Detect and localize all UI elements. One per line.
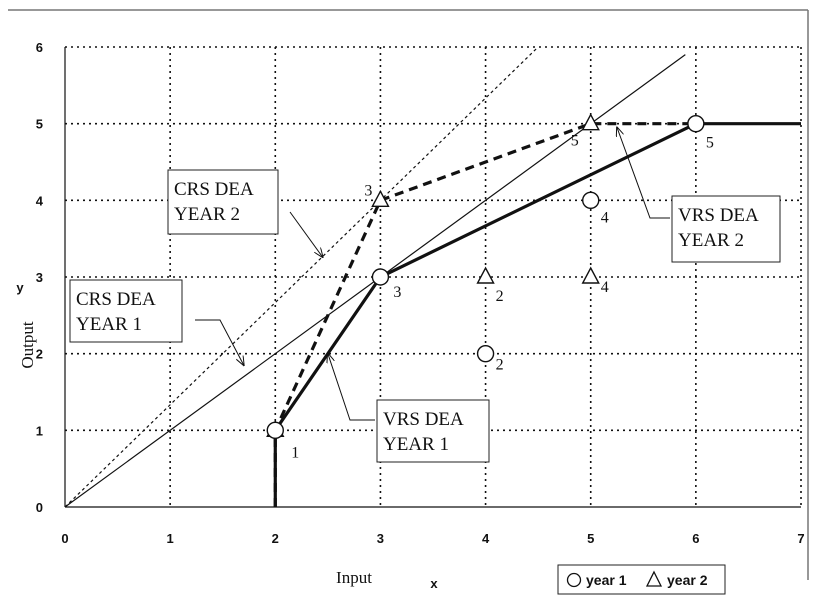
annotation-vrs-dea-year-1: VRS DEA YEAR 1	[328, 354, 490, 463]
annotation-text: CRS DEA	[76, 289, 156, 310]
annotation-text: VRS DEA	[383, 409, 464, 430]
x-tick-label: 4	[482, 531, 490, 546]
point-label: 2	[496, 357, 504, 374]
annotation-arrow	[617, 128, 670, 219]
y-tick-label: 4	[36, 193, 44, 208]
annotation-text: CRS DEA	[174, 179, 254, 200]
x-tick-label: 6	[692, 531, 699, 546]
y-tick-label: 3	[36, 270, 43, 285]
data-point-circle	[476, 344, 495, 363]
data-points	[266, 113, 705, 440]
y-tick-label: 5	[36, 117, 43, 132]
y-axis-title: Output	[18, 321, 37, 369]
data-point-triangle	[371, 189, 390, 208]
annotation-crs-dea-year-1: CRS DEA YEAR 1	[69, 279, 244, 365]
legend-box	[557, 564, 726, 595]
point-label: 4	[601, 209, 609, 226]
x-tick-label: 5	[587, 531, 594, 546]
point-label: 2	[496, 288, 504, 305]
legend-triangle-marker	[645, 570, 663, 587]
point-label: 4	[601, 279, 609, 296]
annotation-text: VRS DEA	[678, 205, 759, 226]
x-tick-label: 1	[167, 531, 174, 546]
frontier-line-vrs-year-1	[273, 122, 801, 507]
x-axis-title: Input	[336, 568, 372, 587]
point-label: 5	[706, 135, 714, 152]
x-tick-label: 7	[797, 531, 804, 546]
point-label: 3	[393, 284, 401, 301]
data-point-triangle	[581, 266, 600, 284]
annotation-crs-dea-year-2: CRS DEA YEAR 2	[167, 169, 323, 257]
legend-label-year-1: year 1	[586, 572, 627, 588]
y-tick-label: 2	[36, 347, 43, 362]
x-tick-label: 0	[61, 531, 68, 546]
point-label: 3	[364, 182, 372, 199]
annotation-box	[376, 399, 490, 463]
frontier-line-crs-year-2	[64, 46, 539, 508]
y-tick-label: 6	[36, 40, 43, 55]
annotation-box	[69, 279, 183, 343]
annotation-text: YEAR 2	[678, 230, 744, 251]
y-axis-letter: y	[16, 280, 24, 295]
data-point-circle	[687, 114, 705, 133]
legend-circle-marker	[566, 572, 582, 588]
data-point-triangle	[581, 113, 600, 131]
point-label: 5	[571, 133, 579, 150]
x-tick-label: 3	[377, 531, 384, 546]
point-label: 1	[291, 444, 299, 461]
annotation-text: YEAR 2	[174, 204, 240, 225]
annotation-box	[671, 195, 781, 263]
annotation-arrow	[328, 354, 375, 421]
annotation-vrs-dea-year-2: VRS DEA YEAR 2	[617, 128, 781, 263]
annotation-text: YEAR 1	[76, 314, 142, 335]
x-tick-label: 2	[272, 531, 279, 546]
data-point-triangle	[476, 266, 495, 284]
data-point-circle	[266, 421, 284, 440]
frontier-line-vrs-year-2	[273, 122, 696, 507]
annotation-text: YEAR 1	[383, 434, 449, 455]
y-tick-label: 1	[36, 423, 43, 438]
annotation-box	[167, 169, 279, 235]
legend: year 1 year 2	[557, 564, 726, 595]
annotation-arrow	[289, 211, 323, 257]
x-axis-letter: x	[430, 576, 438, 591]
data-point-circle	[582, 191, 600, 210]
legend-label-year-2: year 2	[667, 572, 708, 588]
annotation-arrow	[195, 319, 244, 365]
y-tick-label: 0	[36, 500, 43, 515]
data-point-circle	[371, 268, 390, 286]
